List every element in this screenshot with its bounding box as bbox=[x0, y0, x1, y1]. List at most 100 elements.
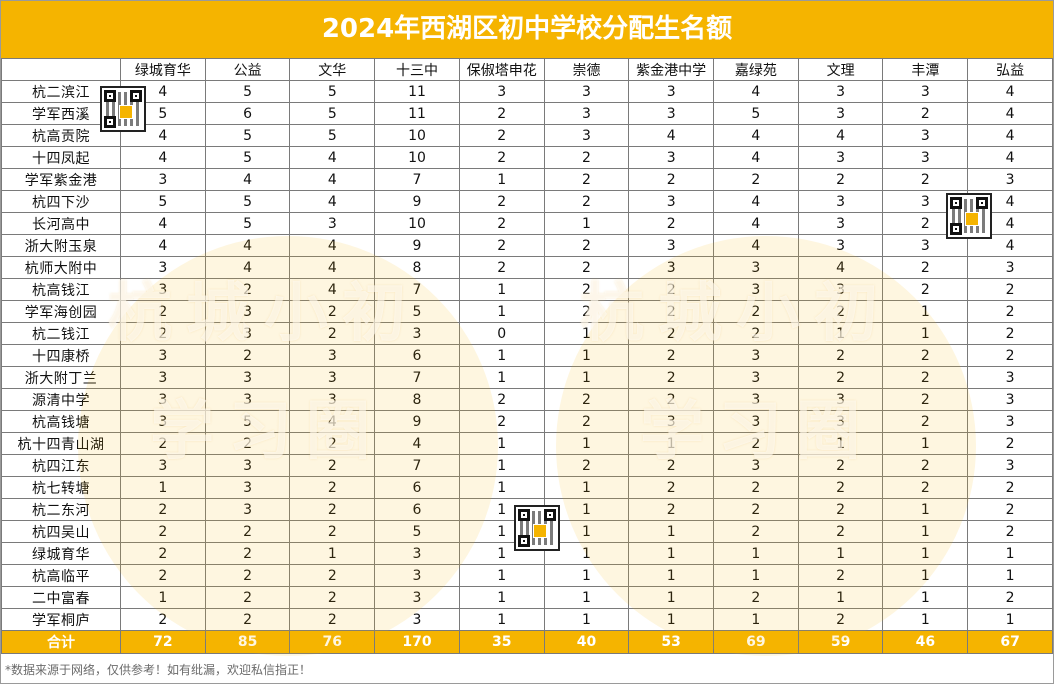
quota-cell: 1 bbox=[797, 432, 884, 455]
quota-cell: 7 bbox=[374, 278, 460, 301]
quota-cell: 2 bbox=[797, 498, 884, 521]
table-row: 二中富春 1 2 2 3 1 1 1 2 1 1 2 bbox=[1, 586, 1053, 609]
quota-cell: 1 bbox=[882, 322, 969, 345]
quota-cell: 5 bbox=[713, 102, 799, 125]
quota-cell: 3 bbox=[458, 80, 545, 103]
quota-cell: 9 bbox=[374, 190, 460, 213]
table-row: 杭二东河 2 3 2 6 1 1 2 2 2 1 2 bbox=[1, 498, 1053, 521]
quota-cell: 2 bbox=[289, 608, 376, 631]
total-row: 合计 72 85 76 170 35 40 53 69 59 46 67 bbox=[1, 630, 1053, 654]
quota-cell: 2 bbox=[713, 300, 799, 323]
quota-cell: 3 bbox=[120, 410, 206, 433]
quota-cell: 7 bbox=[374, 168, 460, 191]
column-header: 崇德 bbox=[543, 58, 630, 81]
quota-cell: 6 bbox=[374, 498, 460, 521]
quota-cell: 2 bbox=[543, 388, 630, 411]
quota-cell: 2 bbox=[628, 168, 715, 191]
quota-cell: 2 bbox=[882, 366, 969, 389]
quota-cell: 2 bbox=[204, 344, 291, 367]
quota-cell: 5 bbox=[204, 80, 291, 103]
quota-cell: 1 bbox=[458, 344, 545, 367]
school-name-cell: 长河高中 bbox=[1, 212, 121, 235]
table-row: 杭高贡院 4 5 5 10 2 3 4 4 4 3 4 bbox=[1, 124, 1053, 147]
quota-cell: 2 bbox=[289, 564, 376, 587]
quota-cell: 4 bbox=[120, 212, 206, 235]
quota-cell: 3 bbox=[120, 344, 206, 367]
quota-cell: 3 bbox=[628, 256, 715, 279]
total-cell: 76 bbox=[289, 630, 376, 654]
quota-cell: 1 bbox=[543, 476, 630, 499]
quota-cell: 3 bbox=[289, 212, 376, 235]
school-name-cell: 杭高贡院 bbox=[1, 124, 121, 147]
table-row: 长河高中 4 5 3 10 2 1 2 4 3 2 4 bbox=[1, 212, 1053, 235]
quota-cell: 5 bbox=[204, 190, 291, 213]
quota-cell: 1 bbox=[458, 586, 545, 609]
quota-cell: 1 bbox=[458, 168, 545, 191]
quota-cell: 2 bbox=[543, 190, 630, 213]
quota-cell: 3 bbox=[882, 146, 969, 169]
quota-cell: 4 bbox=[713, 80, 799, 103]
quota-cell: 1 bbox=[458, 564, 545, 587]
quota-cell: 4 bbox=[628, 124, 715, 147]
quota-cell: 1 bbox=[882, 564, 969, 587]
quota-cell: 2 bbox=[967, 498, 1053, 521]
quota-cell: 3 bbox=[797, 212, 884, 235]
school-name-cell: 源清中学 bbox=[1, 388, 121, 411]
table-row: 学军桐庐 2 2 2 3 1 1 1 1 2 1 1 bbox=[1, 608, 1053, 631]
quota-cell: 3 bbox=[204, 366, 291, 389]
school-name-cell: 杭四江东 bbox=[1, 454, 121, 477]
quota-cell: 2 bbox=[120, 432, 206, 455]
column-header: 文华 bbox=[289, 58, 376, 81]
quota-cell: 4 bbox=[713, 190, 799, 213]
quota-cell: 2 bbox=[289, 476, 376, 499]
quota-cell: 3 bbox=[204, 322, 291, 345]
quota-cell: 1 bbox=[713, 542, 799, 565]
quota-cell: 2 bbox=[882, 476, 969, 499]
quota-cell: 2 bbox=[204, 520, 291, 543]
quota-cell: 4 bbox=[967, 80, 1053, 103]
school-name-cell: 杭十四青山湖 bbox=[1, 432, 121, 455]
quota-cell: 2 bbox=[120, 542, 206, 565]
table-row: 杭二钱江 2 3 2 3 0 1 2 2 1 1 2 bbox=[1, 322, 1053, 345]
quota-cell: 2 bbox=[967, 520, 1053, 543]
quota-cell: 3 bbox=[967, 256, 1053, 279]
quota-cell: 4 bbox=[289, 410, 376, 433]
quota-cell: 1 bbox=[543, 432, 630, 455]
quota-cell: 2 bbox=[120, 322, 206, 345]
quota-cell: 2 bbox=[458, 234, 545, 257]
school-name-cell: 杭四下沙 bbox=[1, 190, 121, 213]
quota-cell: 2 bbox=[797, 454, 884, 477]
table-row: 浙大附丁兰 3 3 3 7 1 1 2 3 2 2 3 bbox=[1, 366, 1053, 389]
quota-cell: 2 bbox=[120, 300, 206, 323]
quota-cell: 2 bbox=[628, 300, 715, 323]
quota-cell: 3 bbox=[713, 256, 799, 279]
quota-cell: 4 bbox=[289, 190, 376, 213]
quota-cell: 3 bbox=[628, 102, 715, 125]
quota-cell: 1 bbox=[120, 586, 206, 609]
quota-cell: 2 bbox=[543, 146, 630, 169]
quota-cell: 3 bbox=[967, 388, 1053, 411]
quota-cell: 4 bbox=[289, 168, 376, 191]
quota-cell: 2 bbox=[797, 476, 884, 499]
quota-cell: 3 bbox=[797, 278, 884, 301]
quota-cell: 2 bbox=[967, 278, 1053, 301]
table-row: 十四凤起 4 5 4 10 2 2 3 4 3 3 4 bbox=[1, 146, 1053, 169]
quota-cell: 3 bbox=[204, 454, 291, 477]
school-name-cell: 浙大附丁兰 bbox=[1, 366, 121, 389]
quota-cell: 2 bbox=[797, 168, 884, 191]
quota-cell: 2 bbox=[797, 520, 884, 543]
table-row: 杭十四青山湖 2 2 2 4 1 1 1 2 1 1 2 bbox=[1, 432, 1053, 455]
quota-cell: 3 bbox=[628, 80, 715, 103]
quota-cell: 3 bbox=[120, 388, 206, 411]
total-cell: 85 bbox=[204, 630, 291, 654]
table-row: 绿城育华 2 2 1 3 1 1 1 1 1 1 1 bbox=[1, 542, 1053, 565]
quota-cell: 5 bbox=[204, 124, 291, 147]
quota-cell: 2 bbox=[628, 476, 715, 499]
quota-cell: 2 bbox=[458, 146, 545, 169]
quota-cell: 1 bbox=[543, 586, 630, 609]
quota-cell: 3 bbox=[374, 586, 460, 609]
quota-cell: 6 bbox=[374, 344, 460, 367]
quota-cell: 1 bbox=[289, 542, 376, 565]
school-name-cell: 二中富春 bbox=[1, 586, 121, 609]
quota-cell: 10 bbox=[374, 124, 460, 147]
